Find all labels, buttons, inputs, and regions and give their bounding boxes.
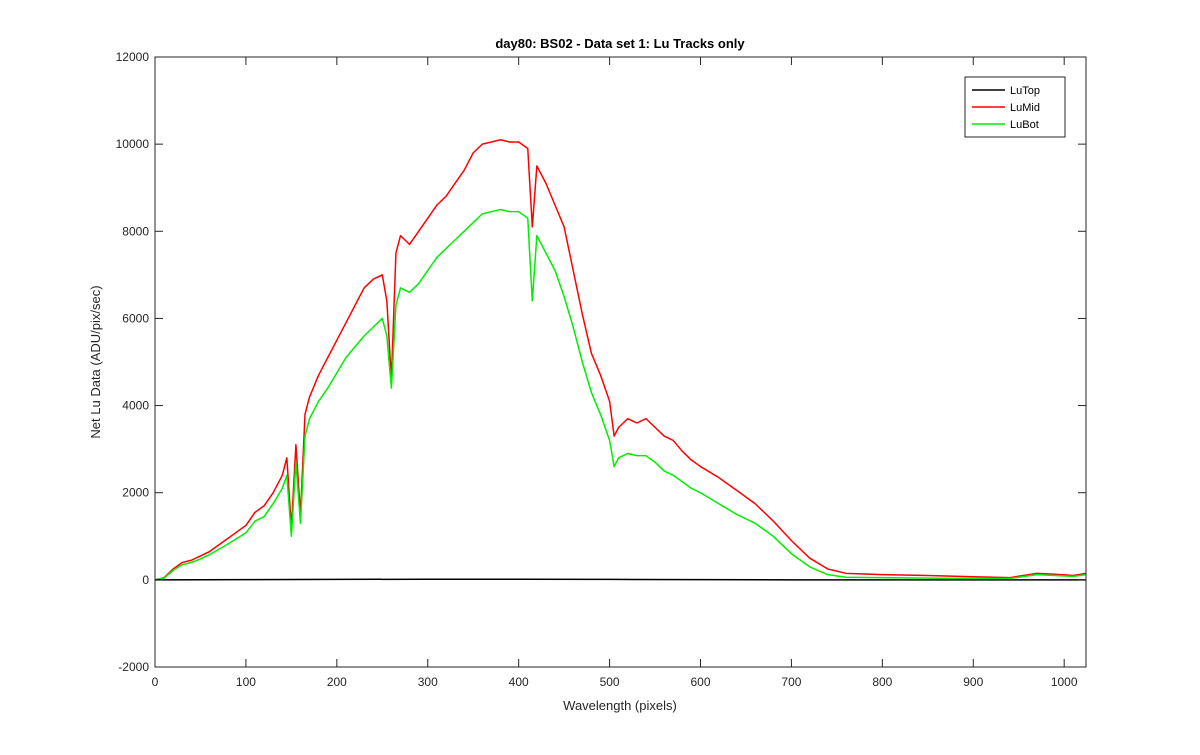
x-tick-label: 500	[600, 675, 620, 689]
legend-label-lumid: LuMid	[1010, 102, 1040, 114]
y-tick-label: 0	[142, 573, 149, 587]
x-tick-label: 400	[509, 675, 529, 689]
series-line-lubot	[154, 208, 1087, 581]
y-tick-label: 8000	[122, 224, 149, 238]
series-line-lutop	[154, 578, 1086, 581]
legend-label-lutop: LuTop	[1010, 85, 1040, 97]
legend: LuTop LuMid LuBot	[964, 76, 1066, 138]
x-axis-ticks: 0 100 200 300 400 500 600 700 800 900 1000	[152, 57, 1078, 689]
y-axis-label: Net Lu Data (ADU/pix/sec)	[88, 285, 103, 438]
x-tick-label: 200	[327, 675, 347, 689]
y-tick-label: 2000	[122, 486, 149, 500]
x-tick-label: 0	[152, 675, 159, 689]
x-tick-label: 900	[963, 675, 983, 689]
y-axis-ticks: -2000 0 2000 4000 6000 8000 10000 12000	[116, 50, 1086, 674]
y-tick-label: 4000	[122, 399, 149, 413]
x-tick-label: 800	[872, 675, 892, 689]
chart-title: day80: BS02 - Data set 1: Lu Tracks only	[495, 36, 745, 51]
axes-box	[154, 56, 1087, 668]
legend-label-lubot: LuBot	[1010, 119, 1039, 131]
x-tick-label: 1000	[1051, 675, 1078, 689]
y-tick-label: 6000	[122, 311, 149, 325]
x-axis-label: Wavelength (pixels)	[563, 698, 677, 713]
x-tick-label: 700	[781, 675, 801, 689]
x-tick-label: 100	[236, 675, 256, 689]
series-line-lumid	[154, 139, 1087, 581]
legend-items: LuTop LuMid LuBot	[972, 85, 1040, 131]
x-tick-label: 300	[418, 675, 438, 689]
y-tick-label: -2000	[118, 660, 149, 674]
series-layer	[154, 139, 1087, 581]
x-tick-label: 600	[690, 675, 710, 689]
plot-area	[155, 57, 1086, 667]
y-tick-label: 12000	[116, 50, 150, 64]
y-tick-label: 10000	[116, 137, 150, 151]
